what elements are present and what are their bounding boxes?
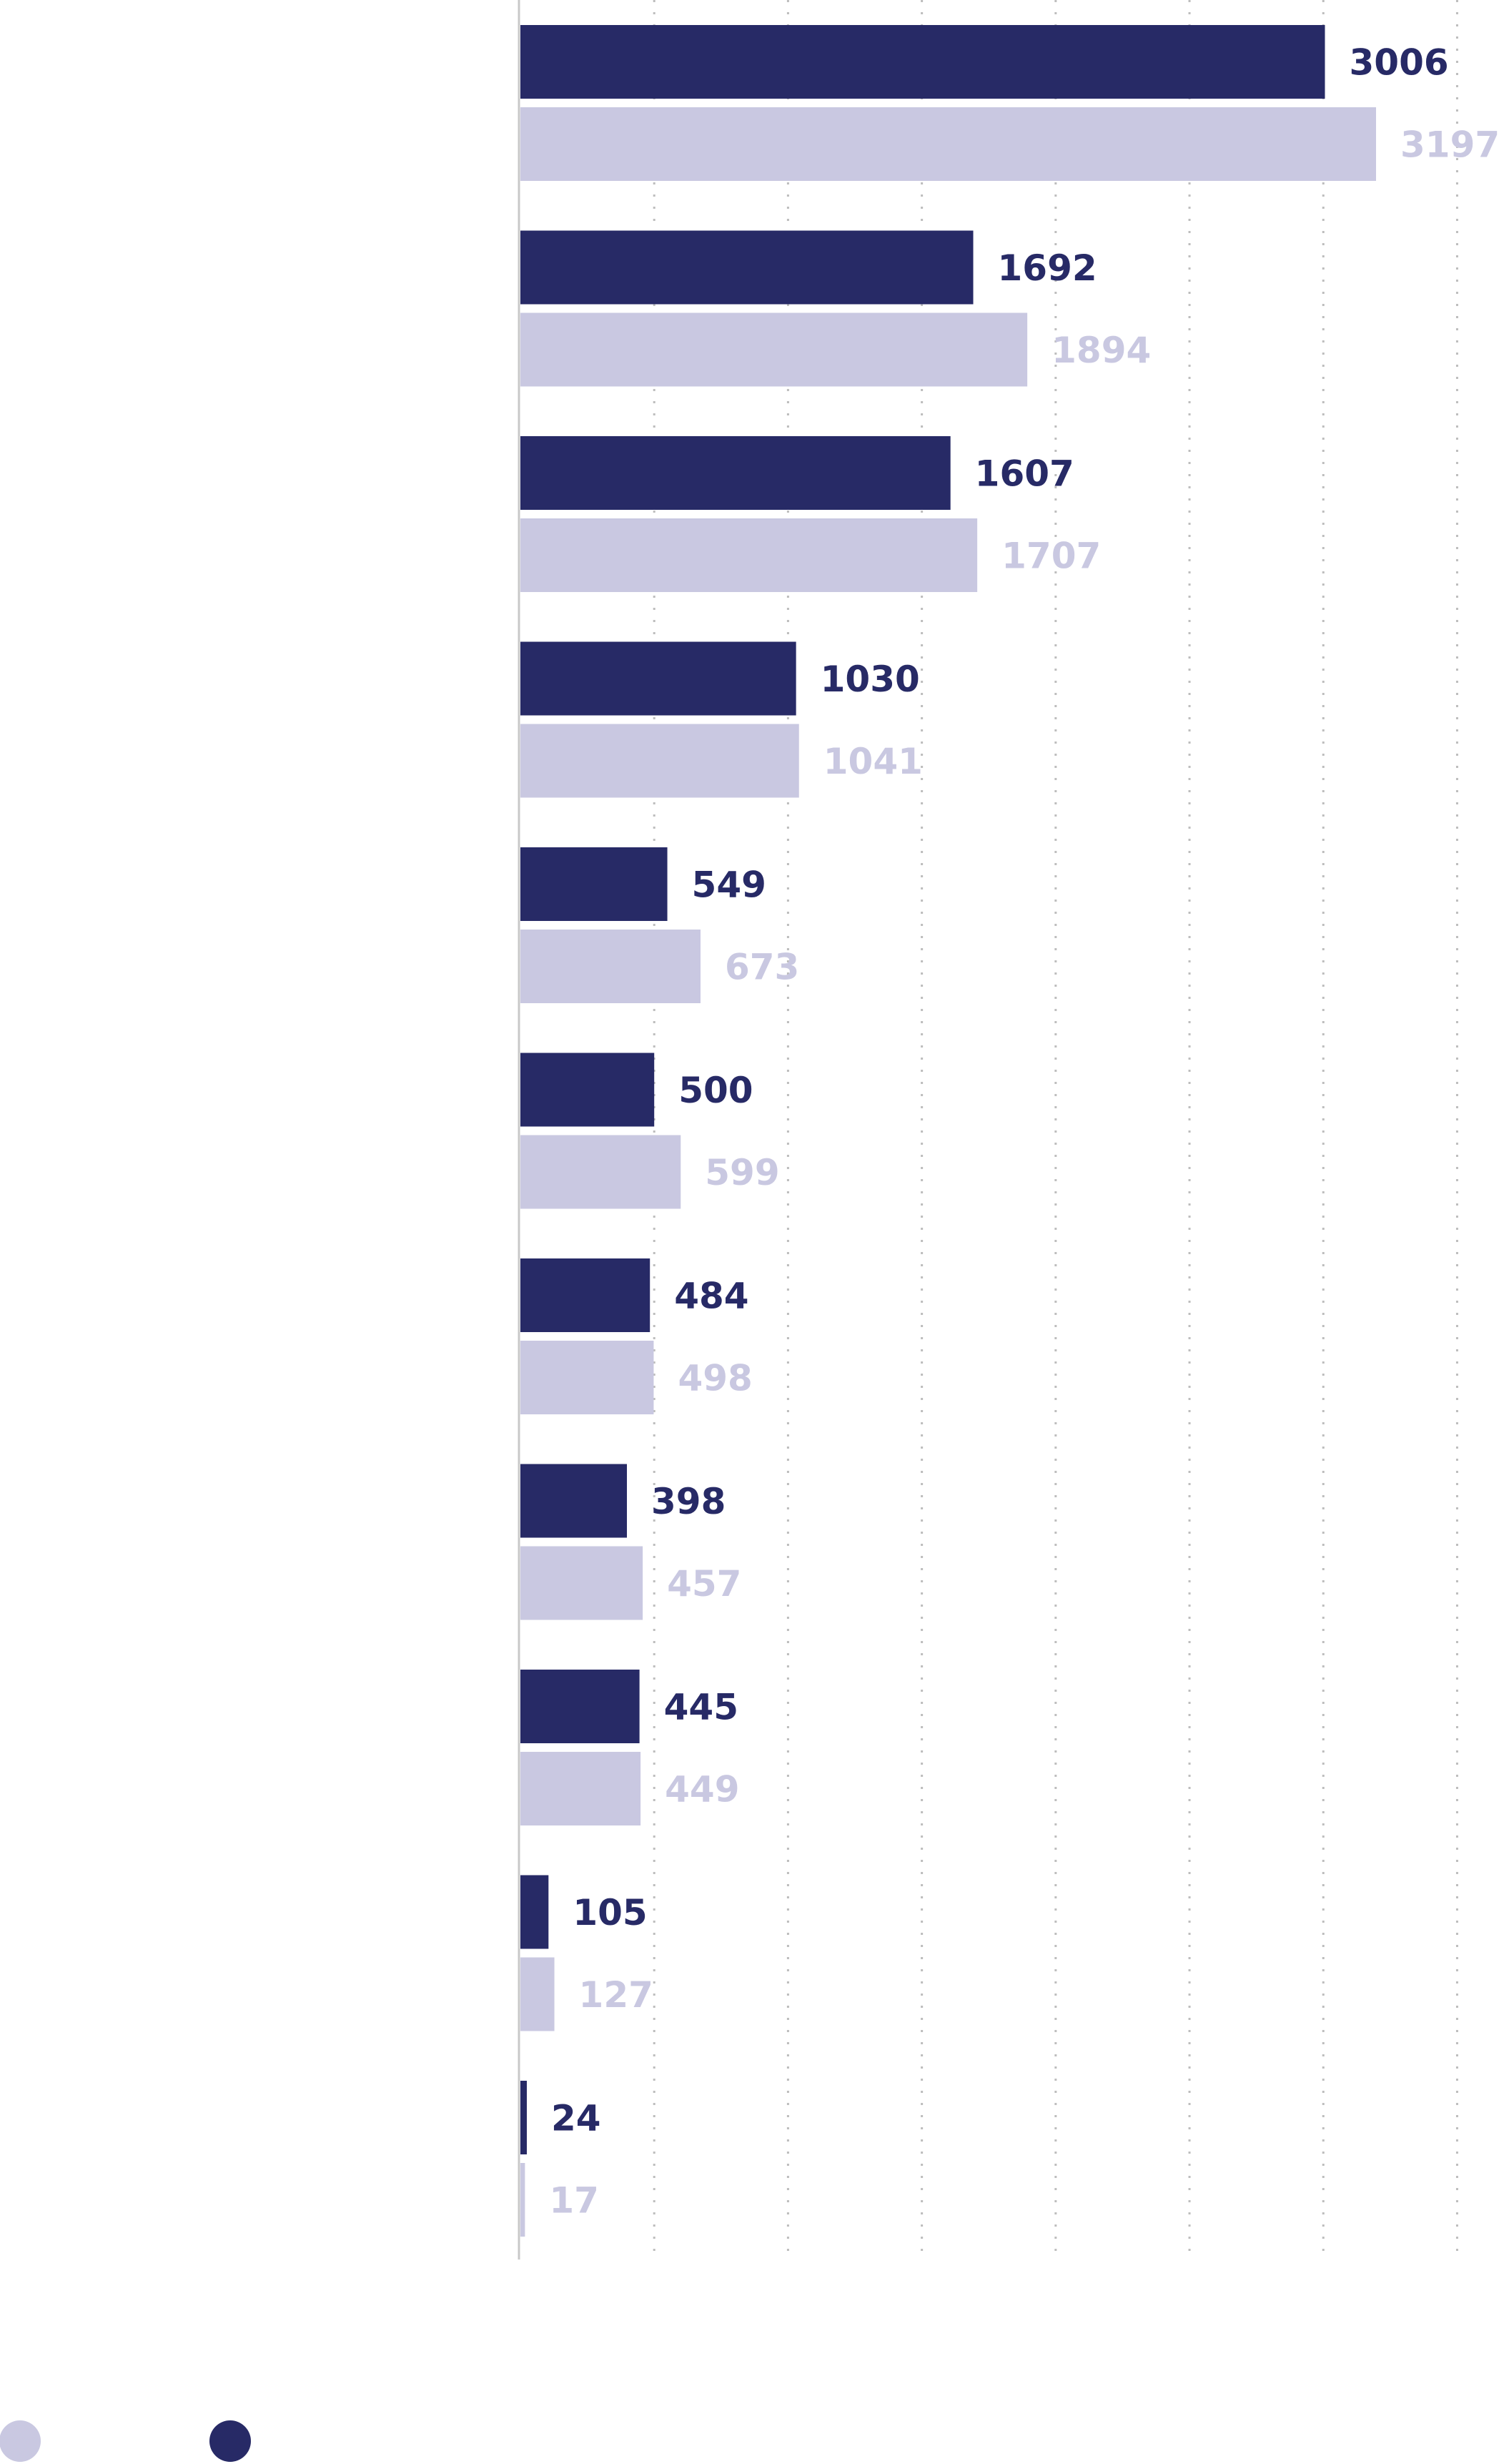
bar-light bbox=[520, 1135, 681, 1209]
legend-marker bbox=[209, 2420, 251, 2462]
bar-dark bbox=[520, 641, 796, 716]
data-label: 1030 bbox=[821, 659, 920, 700]
bar-light bbox=[520, 2163, 525, 2237]
bar-light bbox=[520, 1341, 654, 1414]
legend-marker bbox=[0, 2420, 41, 2462]
bar-dark bbox=[520, 1670, 640, 1743]
bar-light bbox=[520, 1752, 641, 1825]
bar-dark bbox=[520, 1258, 650, 1332]
bars bbox=[520, 25, 1376, 2237]
data-label: 484 bbox=[674, 1276, 748, 1317]
data-label: 24 bbox=[551, 2098, 601, 2139]
bar-dark bbox=[520, 1875, 549, 1949]
data-label: 549 bbox=[692, 864, 766, 906]
data-label: 1894 bbox=[1052, 330, 1151, 371]
data-label: 127 bbox=[579, 1974, 653, 2016]
data-label: 599 bbox=[705, 1152, 779, 1193]
bar-light bbox=[520, 518, 978, 592]
bar-light bbox=[520, 107, 1376, 181]
data-label: 105 bbox=[573, 1892, 647, 1933]
bar-dark bbox=[520, 1053, 655, 1127]
data-label: 1692 bbox=[998, 247, 1097, 289]
bar-light bbox=[520, 312, 1028, 387]
data-label: 445 bbox=[664, 1687, 738, 1728]
data-label: 398 bbox=[651, 1481, 726, 1522]
data-label: 449 bbox=[665, 1769, 739, 1810]
data-label: 500 bbox=[678, 1070, 753, 1111]
bar-light bbox=[520, 724, 799, 798]
bar-dark bbox=[520, 436, 951, 510]
bar-light bbox=[520, 1957, 555, 2031]
data-label: 673 bbox=[725, 947, 799, 988]
data-label: 1607 bbox=[975, 453, 1074, 495]
data-label: 3197 bbox=[1400, 124, 1500, 166]
data-label: 17 bbox=[549, 2180, 599, 2222]
data-label: 498 bbox=[678, 1358, 752, 1399]
data-label: 3006 bbox=[1349, 42, 1448, 84]
bar-dark bbox=[520, 2081, 527, 2154]
bar-dark bbox=[520, 25, 1325, 99]
data-label: 1707 bbox=[1001, 536, 1101, 577]
bar-light bbox=[520, 1546, 643, 1620]
bar-dark bbox=[520, 1464, 628, 1538]
bar-dark bbox=[520, 847, 668, 921]
data-label: 457 bbox=[667, 1563, 741, 1605]
data-labels: 3006 3197 1692 1894 1607 1707 1030 1041 549 673 50… bbox=[549, 42, 1500, 2222]
data-label: 1041 bbox=[823, 741, 923, 782]
bar-light bbox=[520, 930, 701, 1003]
legend bbox=[0, 2420, 251, 2462]
bar-dark bbox=[520, 230, 974, 305]
